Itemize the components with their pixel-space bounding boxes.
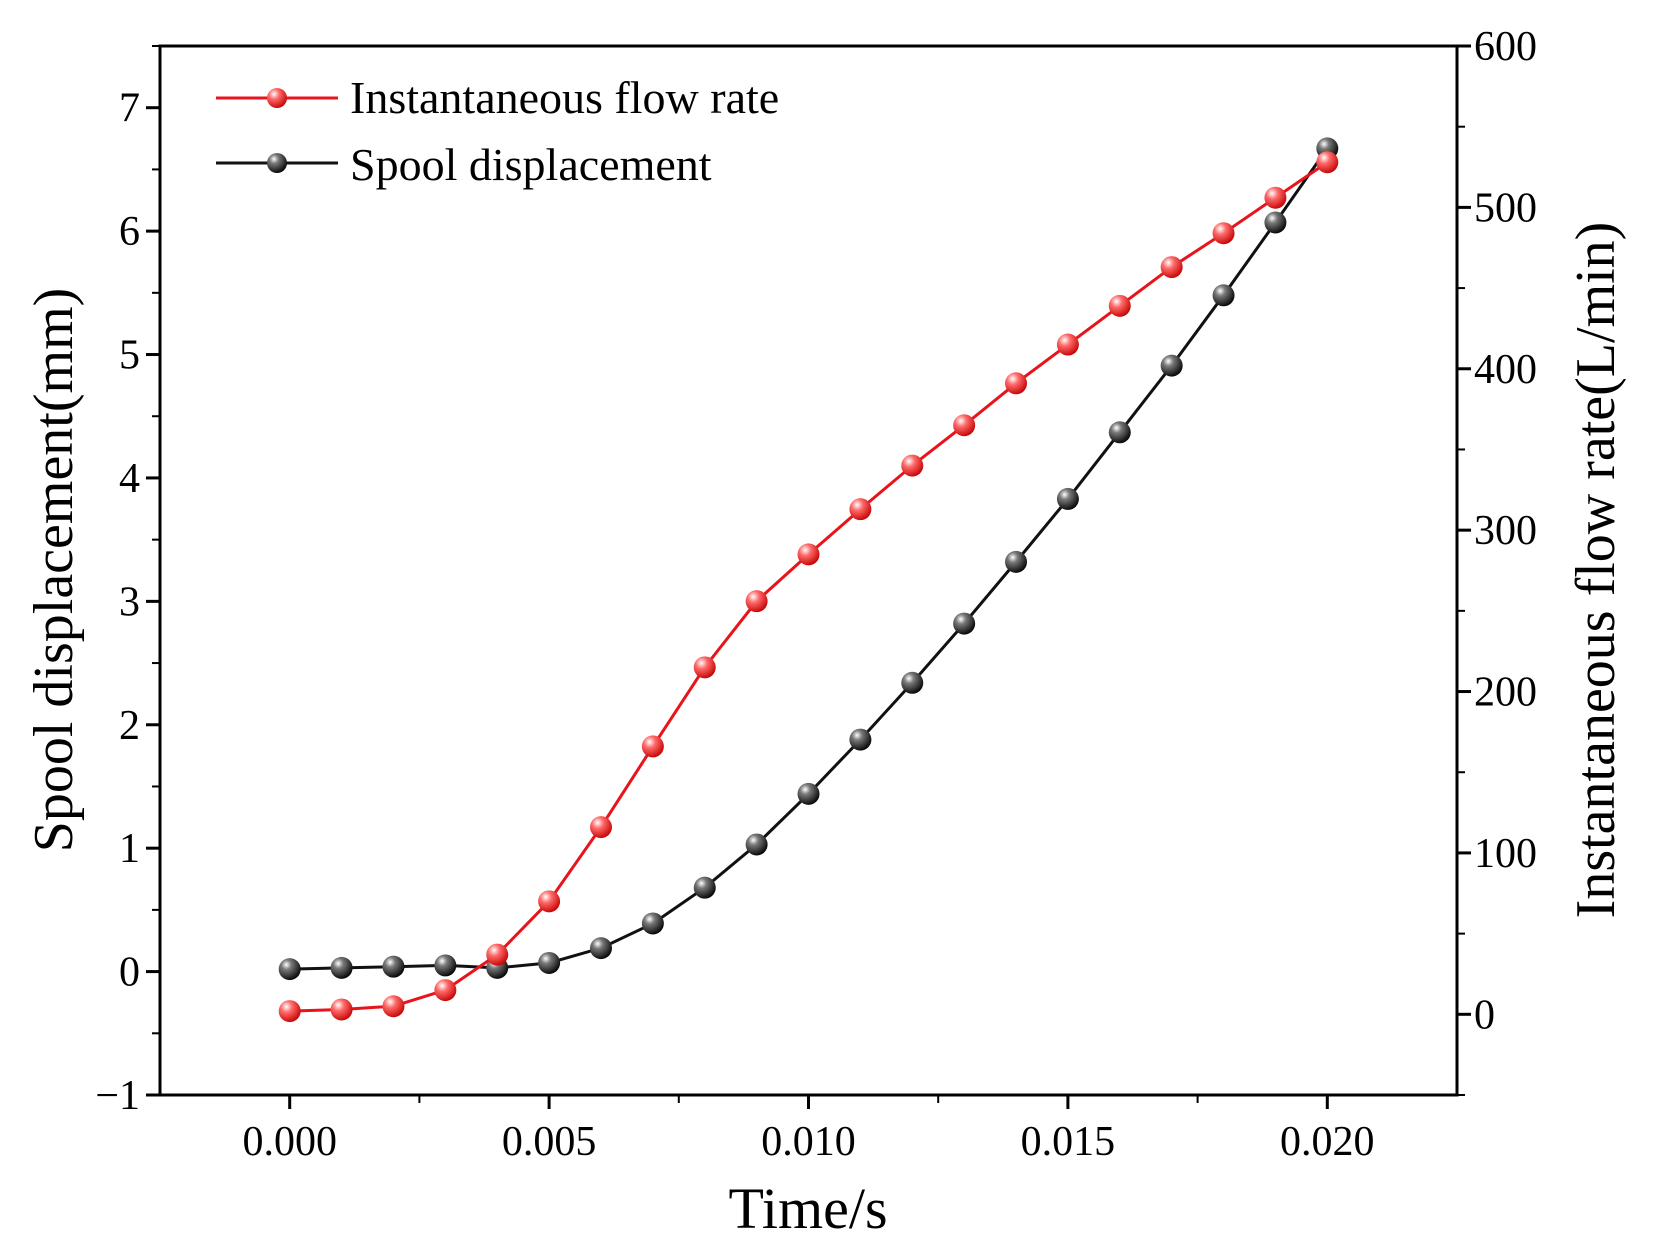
plot-frame (158, 44, 1459, 1097)
data-point-flow (641, 735, 664, 758)
y-tick-label: 2 (119, 703, 140, 749)
data-point-flow (797, 543, 820, 566)
y2-tick-label: 200 (1474, 670, 1537, 716)
y-tick-label: 3 (119, 579, 140, 625)
data-point-flow (953, 414, 976, 437)
y-tick-label: 1 (119, 826, 140, 872)
legend-marker-flow (267, 88, 287, 108)
x-tick-label: 0.010 (761, 1119, 856, 1165)
data-point-spool (1160, 354, 1183, 377)
data-point-flow (1108, 294, 1131, 317)
data-point-spool (589, 937, 612, 960)
data-point-spool (797, 782, 820, 805)
data-point-flow (330, 998, 353, 1021)
y-tick-label: 6 (119, 209, 140, 255)
y-tick-label: 7 (119, 86, 140, 132)
data-point-spool (1264, 211, 1287, 234)
data-point-flow (1264, 186, 1287, 209)
data-point-spool (330, 956, 353, 979)
y-tick-label: 4 (119, 456, 140, 502)
data-point-flow (1005, 372, 1028, 395)
x-tick-label: 0.015 (1021, 1119, 1116, 1165)
data-point-spool (278, 958, 301, 981)
data-point-spool (1005, 550, 1028, 573)
data-point-spool (953, 612, 976, 635)
y2-axis-label: Instantaneous flow rate(L/min) (1565, 222, 1627, 919)
y-tick-label: 5 (119, 333, 140, 379)
data-point-spool (382, 955, 405, 978)
data-point-flow (278, 1000, 301, 1023)
data-point-spool (849, 728, 872, 751)
data-point-spool (434, 954, 457, 977)
legend-label-spool: Spool displacement (350, 139, 712, 190)
x-axis-label: Time/s (728, 1176, 887, 1241)
series-layer (278, 137, 1339, 1023)
data-point-flow (382, 995, 405, 1018)
y2-tick-label: 0 (1474, 992, 1495, 1038)
legend-label-flow: Instantaneous flow rate (350, 72, 779, 123)
data-point-spool (641, 912, 664, 935)
data-point-flow (486, 943, 509, 966)
y2-tick-label: 500 (1474, 185, 1537, 231)
legend-marker-spool (267, 153, 287, 173)
data-point-flow (1316, 151, 1339, 174)
data-point-flow (1212, 222, 1235, 245)
data-point-flow (901, 454, 924, 477)
data-point-spool (1212, 284, 1235, 307)
y2-tick-label: 600 (1474, 24, 1537, 70)
data-point-flow (589, 816, 612, 839)
data-point-spool (538, 951, 561, 974)
data-point-spool (901, 671, 924, 694)
data-point-flow (538, 890, 561, 913)
legend: Instantaneous flow rate Spool displaceme… (216, 72, 779, 190)
y2-tick-label: 300 (1474, 508, 1537, 554)
data-point-spool (1108, 421, 1131, 444)
data-point-flow (745, 590, 768, 613)
ticks-layer: 0.000 0.005 0.010 0.015 0.020 −1 0 1 2 3 4 5 6 7 0 100 2… (95, 24, 1537, 1165)
data-point-flow (1160, 256, 1183, 279)
x-tick-label: 0.005 (502, 1119, 597, 1165)
y-tick-label: 0 (119, 950, 140, 996)
data-point-spool (1056, 487, 1079, 510)
data-point-flow (434, 979, 457, 1002)
data-point-flow (849, 498, 872, 521)
data-point-spool (745, 833, 768, 856)
y-tick-label: −1 (95, 1073, 140, 1119)
y2-tick-label: 400 (1474, 347, 1537, 393)
y2-tick-label: 100 (1474, 831, 1537, 877)
y-axis-label: Spool displacement(mm) (23, 288, 85, 853)
data-point-flow (693, 656, 716, 679)
x-tick-label: 0.020 (1280, 1119, 1375, 1165)
data-point-spool (693, 876, 716, 899)
x-tick-label: 0.000 (242, 1119, 337, 1165)
data-point-flow (1056, 333, 1079, 356)
